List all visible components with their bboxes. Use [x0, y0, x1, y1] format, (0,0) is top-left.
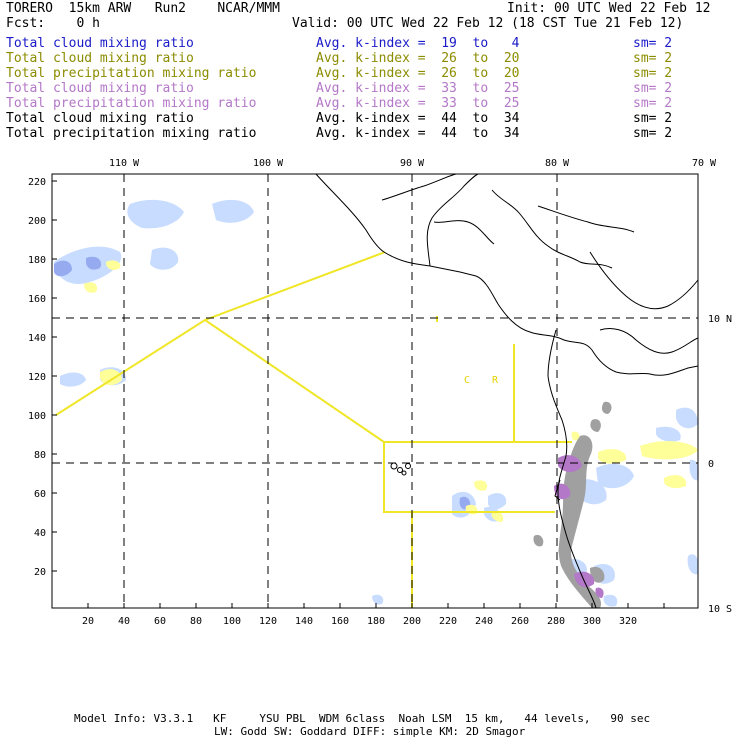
- legend-sm: sm= 2: [633, 51, 673, 66]
- x-tick-label: 120: [259, 616, 277, 627]
- y-tick-label: 140: [28, 333, 46, 344]
- x-tick-label: 20: [82, 616, 94, 627]
- legend-kindex: Avg. k-index = 33 to 25: [316, 81, 520, 96]
- legend-field: Total precipitation mixing ratio: [6, 96, 257, 111]
- x-tick-label: 180: [367, 616, 385, 627]
- legend-sm: sm= 2: [633, 111, 673, 126]
- y-tick-label: 40: [34, 528, 46, 539]
- x-tick-label: 320: [619, 616, 637, 627]
- region-label-c: C: [464, 375, 470, 386]
- region-outlines: [55, 251, 572, 608]
- galapagos-islands: [390, 462, 411, 476]
- longitude-labels: 110 W 100 W 90 W 80 W 70 W: [109, 158, 717, 169]
- lat-label: 10 N: [708, 314, 732, 325]
- region-label-r: R: [492, 375, 499, 386]
- legend-field: Total cloud mixing ratio: [6, 111, 194, 126]
- lat-label: 10 S: [708, 604, 732, 615]
- model-title: TORERO 15km ARW Run2 NCAR/MMM: [6, 1, 280, 16]
- y-axis-labels: 220 200 180 160 140 120 100 80 60 40 20: [28, 177, 46, 578]
- y-tick-label: 180: [28, 255, 46, 266]
- y-tick-label: 60: [34, 489, 46, 500]
- x-tick-label: 200: [403, 616, 421, 627]
- legend-kindex: Avg. k-index = 33 to 25: [316, 96, 520, 111]
- x-tick-label: 280: [547, 616, 565, 627]
- model-info: Model Info: V3.3.1 KF YSU PBL WDM 6class…: [74, 712, 651, 725]
- x-tick-label: 140: [295, 616, 313, 627]
- legend-sm: sm= 2: [633, 81, 673, 96]
- lat-lon-grid: [52, 174, 698, 608]
- coastlines: [315, 173, 699, 609]
- x-axis-ticks: [87, 603, 665, 608]
- legend-kindex: Avg. k-index = 19 to 4: [316, 36, 520, 51]
- x-tick-label: 80: [190, 616, 202, 627]
- y-tick-label: 20: [34, 567, 46, 578]
- legend-kindex: Avg. k-index = 44 to 34: [316, 126, 520, 141]
- lon-label: 90 W: [400, 158, 425, 169]
- light-blue-cloud-areas: [54, 199, 699, 607]
- lon-label: 100 W: [253, 158, 284, 169]
- y-tick-label: 220: [28, 177, 46, 188]
- legend-field: Total cloud mixing ratio: [6, 51, 194, 66]
- y-tick-label: 160: [28, 294, 46, 305]
- x-tick-label: 300: [583, 616, 601, 627]
- legend-sm: sm= 2: [633, 96, 673, 111]
- legend-kindex: Avg. k-index = 26 to 20: [316, 66, 520, 81]
- legend-sm: sm= 2: [633, 36, 673, 51]
- y-tick-label: 200: [28, 216, 46, 227]
- latitude-labels: 10 N 0 10 S: [708, 314, 732, 615]
- legend-sm: sm= 2: [633, 66, 673, 81]
- y-axis-ticks: [52, 180, 57, 572]
- x-tick-label: 240: [475, 616, 493, 627]
- physics-info: LW: Godd SW: Goddard DIFF: simple KM: 2D…: [214, 725, 526, 738]
- legend-kindex: Avg. k-index = 26 to 20: [316, 51, 520, 66]
- x-axis-labels: 20 40 60 80 100 120 140 160 180 200 220 …: [82, 616, 637, 627]
- x-tick-label: 100: [223, 616, 241, 627]
- legend-field: Total cloud mixing ratio: [6, 81, 194, 96]
- x-tick-label: 40: [118, 616, 130, 627]
- lon-label: 110 W: [109, 158, 140, 169]
- lat-label: 0: [708, 459, 714, 470]
- legend-sm: sm= 2: [633, 126, 673, 141]
- y-tick-label: 80: [34, 450, 46, 461]
- lon-label: 70 W: [692, 158, 717, 169]
- x-tick-label: 220: [439, 616, 457, 627]
- lon-label: 80 W: [545, 158, 570, 169]
- init-time: Init: 00 UTC Wed 22 Feb 12: [507, 1, 711, 16]
- map-frame: [51, 173, 699, 609]
- legend-field: Total precipitation mixing ratio: [6, 126, 257, 141]
- forecast-hour: Fcst: 0 h: [6, 16, 100, 31]
- legend-field: Total precipitation mixing ratio: [6, 66, 257, 81]
- yellow-cloud-areas: [84, 260, 698, 522]
- legend-kindex: Avg. k-index = 44 to 34: [316, 111, 520, 126]
- y-tick-label: 120: [28, 372, 46, 383]
- x-tick-label: 260: [511, 616, 529, 627]
- legend-field: Total cloud mixing ratio: [6, 36, 194, 51]
- valid-time: Valid: 00 UTC Wed 22 Feb 12 (18 CST Tue …: [292, 16, 684, 31]
- x-tick-label: 60: [154, 616, 166, 627]
- y-tick-label: 100: [28, 411, 46, 422]
- x-tick-label: 160: [331, 616, 349, 627]
